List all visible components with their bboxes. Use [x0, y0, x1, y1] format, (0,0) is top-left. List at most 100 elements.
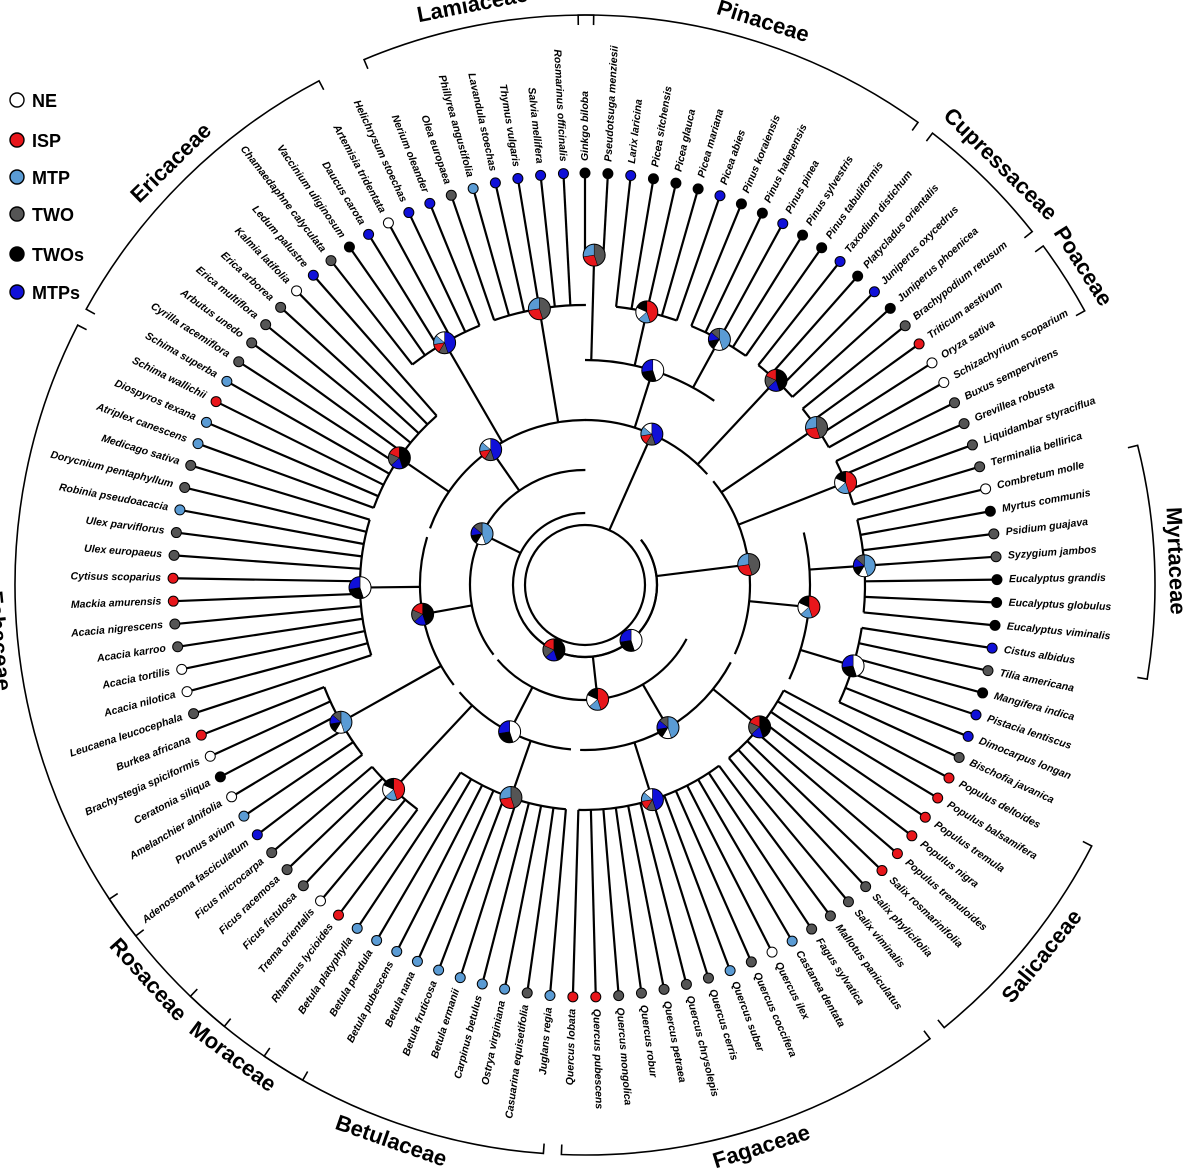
tip-branch [226, 380, 390, 475]
tip-branch [614, 807, 643, 994]
tip-branch [319, 798, 407, 902]
legend-swatch-mtp [9, 169, 25, 185]
tip-branch [387, 222, 453, 340]
tip-branch [206, 421, 379, 498]
tip-picea-abies [714, 190, 726, 202]
species-label-brachystegia-spiciformis: Brachystegia spiciformis [83, 756, 202, 819]
species-label-tilia-americana: Tilia americana [999, 667, 1076, 695]
tip-pinus-pinea [777, 218, 789, 230]
tip-prunus-avium [238, 810, 250, 822]
tip-branch [718, 765, 832, 917]
tip-branch [864, 595, 997, 604]
tip-branch [854, 657, 983, 694]
species-label-picea-glauca: Picea glauca [673, 108, 699, 173]
family-label-betulaceae: Betulaceae [332, 1110, 450, 1172]
tip-nerium-oleander [424, 197, 436, 209]
tip-branch [857, 487, 986, 521]
tip-casuarina-equisetifolia [521, 987, 533, 999]
legend-item-ne: NE [9, 91, 57, 111]
species-label-amelanchier-alnifolia: Amelanchier alnifolia [127, 798, 225, 863]
tip-branch [791, 307, 892, 398]
species-label-acacia-nigrescens: Acacia nigrescens [70, 619, 164, 640]
species-label-quercus-lobata: Quercus lobata [564, 1008, 578, 1085]
tip-schima-superba [221, 375, 233, 387]
tip-syzygium-jambos [990, 551, 1002, 563]
tip-branch [437, 794, 507, 971]
tip-schima-wallichii [210, 396, 222, 408]
tip-mackia-amurensis [167, 595, 179, 607]
tip-olea-europaea [445, 189, 457, 201]
tip-ginkgo-biloba [579, 167, 591, 179]
legend-swatch-isp [9, 132, 25, 148]
species-label-acacia-karroo: Acacia karroo [95, 642, 167, 665]
family-bracket-betulaceae [263, 1047, 545, 1155]
tip-branch [209, 700, 331, 758]
clade-stem [590, 255, 596, 361]
tip-branch [864, 578, 997, 583]
tip-branch [663, 795, 732, 971]
ancestral-node-pie [411, 602, 435, 626]
species-label-eucalyptus-viminalis: Eucalyptus viminalis [1006, 620, 1111, 642]
tip-branch [842, 422, 965, 477]
tip-acacia-tortilis [176, 663, 188, 675]
legend-swatch-two [9, 206, 25, 222]
family-label-salicaceae: Salicaceae [996, 904, 1086, 1007]
tip-branch [602, 173, 610, 256]
clade-stem [538, 308, 560, 423]
tip-branch [645, 182, 678, 313]
family-bracket-fabaceae [14, 324, 145, 938]
tip-branch [375, 778, 473, 942]
tip-quercus-petraea [658, 983, 670, 995]
tip-branch [238, 360, 397, 464]
legend: NE ISP MTP TWO TWOs MTPs [9, 91, 84, 303]
tip-branch [337, 808, 419, 916]
tip-pinus-sylvestris [797, 229, 809, 241]
species-label-betula-platyphylla: Betula platyphylla [296, 935, 356, 1017]
tip-branch [811, 343, 920, 423]
tip-populus-nigra [906, 830, 918, 842]
legend-item-mtp: MTP [9, 168, 70, 188]
tip-ledum-palustre [307, 269, 319, 281]
species-label-juglans-regia: Juglans regia [537, 1007, 555, 1076]
tip-grevillea-robusta [958, 418, 970, 430]
legend-label-ne: NE [32, 91, 57, 111]
ancestral-node-pie [748, 715, 772, 739]
tip-branch [660, 188, 700, 317]
tip-acacia-karroo [172, 641, 184, 653]
ancestral-node-pie [348, 576, 372, 600]
tip-branch [193, 654, 372, 715]
tip-branch [367, 233, 439, 348]
family-bracket-myrtaceae [1127, 444, 1156, 680]
tip-branch [860, 510, 991, 536]
ancestral-node-pie [527, 297, 551, 321]
tip-branch [675, 195, 722, 321]
tip-branch [173, 554, 361, 570]
tip-branch [627, 805, 666, 990]
legend-swatch-twos [9, 246, 25, 262]
tip-branch [184, 486, 367, 533]
tip-quercus-pubescens [590, 991, 602, 1003]
ancestral-node-pie [382, 777, 406, 801]
tip-quercus-suber [724, 965, 736, 977]
tip-salix-phylicifolia [860, 881, 872, 893]
species-label-quercus-robur: Quercus robur [637, 1004, 659, 1079]
tip-populus-tremula [919, 811, 931, 823]
species-label-quercus-mongolica: Quercus mongolica [614, 1007, 634, 1106]
species-label-populus-balsamifera: Populus balsamifera [945, 799, 1039, 862]
tip-salvia-mellifera [535, 169, 547, 181]
tip-taxodium-distichum [834, 255, 846, 267]
tip-trema-orientalis [315, 895, 327, 907]
species-label-myrtus-communis: Myrtus communis [1001, 487, 1092, 515]
species-label-quercus-pubescens: Quercus pubescens [590, 1009, 605, 1110]
tip-quercus-cerris [702, 972, 714, 984]
clade-stem [656, 563, 749, 578]
tip-eucalyptus-viminalis [989, 619, 1001, 631]
tip-juglans-regia [544, 990, 556, 1002]
tip-schizachyrium-scoparium [938, 377, 950, 389]
tip-branch [777, 700, 939, 799]
tip-amelanchier-alnifolia [226, 791, 238, 803]
tip-combretum-molle [980, 483, 992, 495]
tip-branch [243, 741, 354, 818]
tip-branch [651, 799, 710, 979]
family-label-poaceae: Poaceae [1049, 222, 1118, 311]
